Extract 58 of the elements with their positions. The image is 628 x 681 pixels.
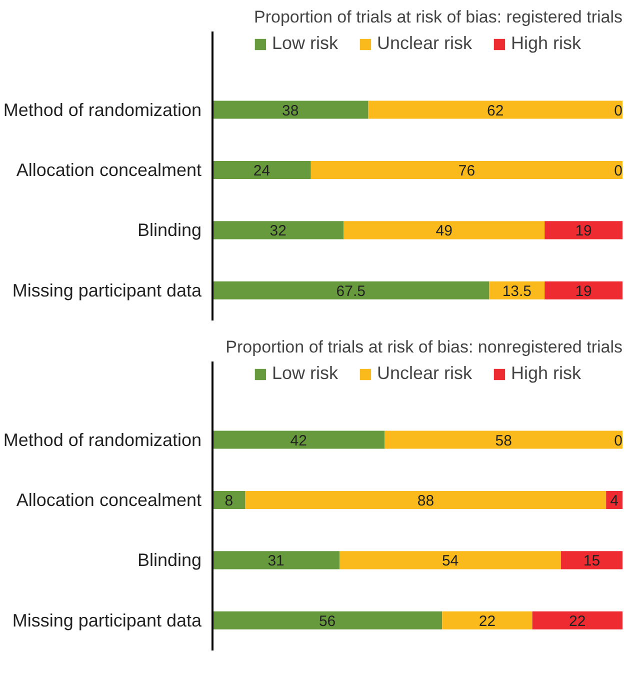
bar — [212, 430, 385, 449]
data-label: 67.5 — [336, 282, 366, 300]
bar — [212, 100, 368, 119]
data-label: 0 — [614, 432, 622, 450]
bar — [212, 281, 490, 300]
data-label: 22 — [478, 612, 496, 630]
legend-label: Unclear risk — [376, 33, 472, 54]
data-label: 0 — [614, 102, 622, 120]
data-label: 13.5 — [502, 282, 532, 300]
bar — [212, 221, 344, 240]
bar — [561, 551, 622, 570]
data-label: 31 — [268, 552, 284, 570]
y-tick-label: Blinding — [137, 550, 202, 570]
y-tick-label: Allocation concealment — [16, 490, 202, 510]
bar — [212, 611, 442, 630]
data-label: 4 — [610, 492, 618, 510]
data-label: 38 — [282, 102, 299, 120]
y-tick-label: Method of randomization — [3, 430, 202, 450]
data-label: 76 — [458, 162, 476, 180]
y-tick-label: Missing participant data — [12, 280, 202, 300]
bar — [212, 160, 311, 180]
legend-label: Low risk — [272, 363, 338, 384]
bar — [245, 490, 606, 510]
bar — [442, 611, 532, 630]
data-label: 8 — [224, 492, 234, 510]
data-label: 42 — [290, 432, 307, 450]
chart-title: Proportion of trials at risk of bias: registered trials — [254, 8, 623, 26]
data-label: 56 — [318, 612, 336, 630]
bar — [544, 281, 622, 300]
data-label: 58 — [495, 432, 512, 450]
data-label: 32 — [270, 222, 286, 240]
legend-label: High risk — [511, 363, 582, 384]
data-label: 54 — [442, 552, 459, 570]
data-label: 19 — [575, 222, 592, 240]
bar — [310, 160, 622, 180]
data-label: 49 — [436, 222, 452, 240]
legend-label: Low risk — [272, 33, 338, 54]
data-label: 62 — [487, 102, 504, 120]
bar — [344, 221, 545, 240]
data-label: 0 — [614, 162, 622, 180]
data-label: 19 — [575, 282, 592, 300]
legend-label: Unclear risk — [376, 363, 472, 384]
data-label: 88 — [417, 492, 434, 510]
data-label: 22 — [569, 612, 586, 630]
bar — [212, 551, 340, 570]
legend-label: High risk — [511, 33, 582, 54]
chart-title: Proportion of trials at risk of bias: nonregistered trials — [226, 338, 622, 356]
bar — [532, 611, 622, 630]
bar — [368, 100, 622, 119]
y-tick-label: Blinding — [137, 220, 202, 240]
bar — [384, 430, 622, 449]
bar — [544, 221, 622, 240]
y-tick-label: Allocation concealment — [16, 160, 202, 180]
data-label: 15 — [583, 552, 600, 570]
bar — [340, 551, 561, 570]
y-tick-label: Missing participant data — [12, 610, 202, 630]
y-tick-label: Method of randomization — [3, 100, 202, 120]
data-label: 24 — [253, 162, 270, 180]
